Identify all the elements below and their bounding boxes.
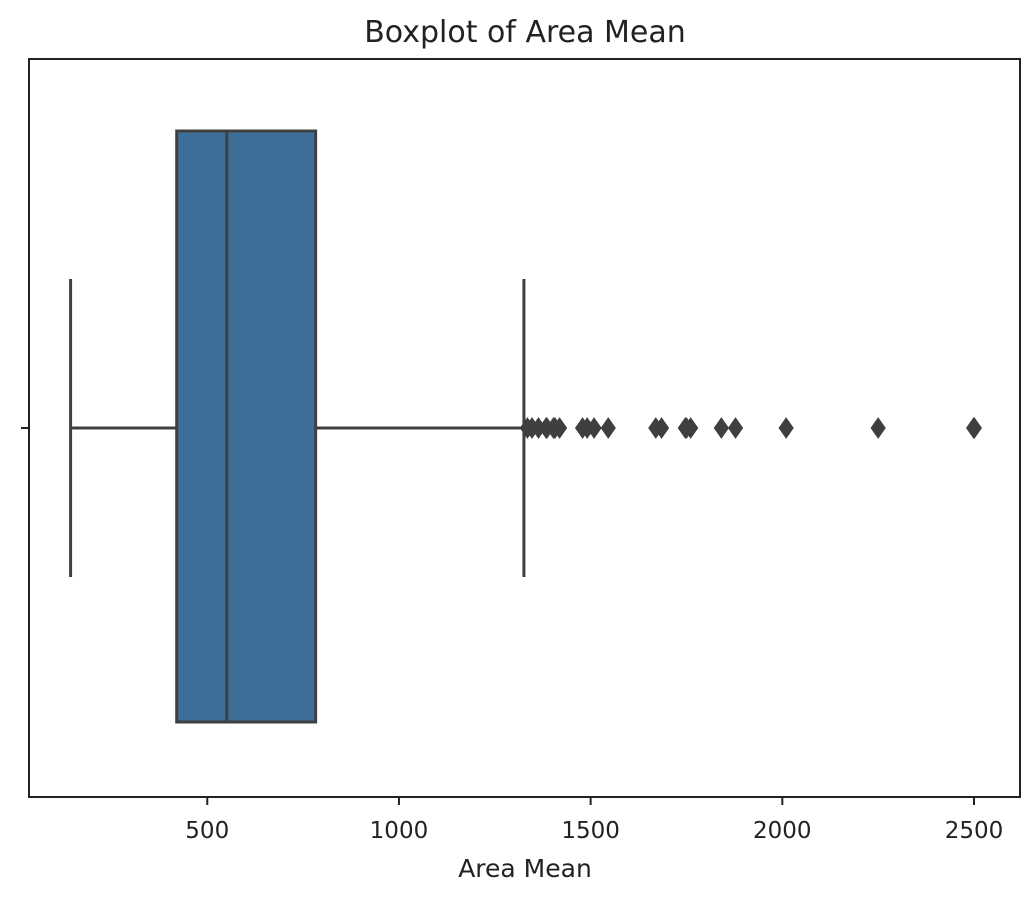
outlier-point-22 <box>870 417 886 439</box>
outlier-point-15 <box>653 417 670 439</box>
x-axis-label: Area Mean <box>458 854 592 883</box>
x-tick-label-1500: 1500 <box>561 818 620 844</box>
outlier-point-21 <box>778 417 794 439</box>
interquartile-box <box>175 129 318 724</box>
outlier-point-13 <box>600 417 616 439</box>
x-tick-label-2000: 2000 <box>753 818 812 844</box>
outlier-point-12 <box>586 417 602 439</box>
outlier-point-18 <box>683 417 699 439</box>
x-tick-label-1000: 1000 <box>370 818 429 844</box>
x-tick-label-500: 500 <box>185 818 229 844</box>
outlier-point-20 <box>727 417 744 439</box>
outlier-point-19 <box>713 417 729 439</box>
x-tick-label-2500: 2500 <box>945 818 1004 844</box>
chart-title: Boxplot of Area Mean <box>364 15 686 50</box>
outlier-point-24 <box>966 417 982 439</box>
x-axis: 500 1000 1500 2000 2500 <box>21 427 1004 844</box>
box-marks <box>69 129 982 724</box>
outlier-point-9 <box>551 417 568 439</box>
